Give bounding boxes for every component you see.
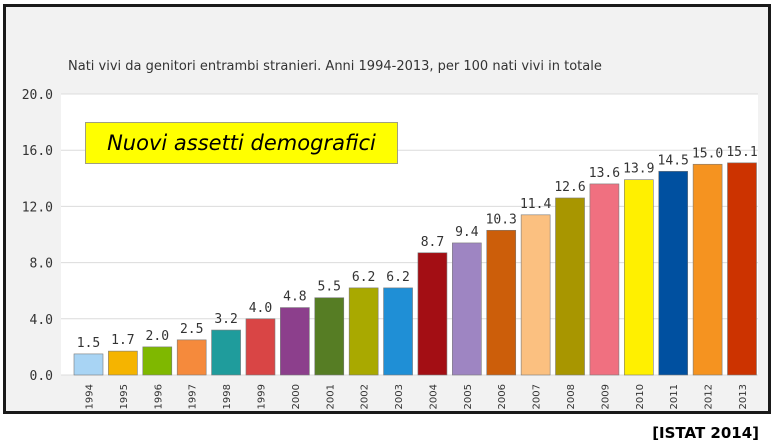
bar-value-label: 5.5 <box>318 280 341 295</box>
bar-value-label: 6.2 <box>386 270 409 285</box>
bar-value-label: 10.3 <box>486 212 517 227</box>
bar <box>176 339 207 376</box>
y-tick-label: 12.0 <box>22 200 53 215</box>
bar-value-label: 1.7 <box>111 333 134 348</box>
bar <box>280 307 310 376</box>
bar <box>314 297 345 376</box>
annotation-banner: Nuovi assetti demografici <box>85 122 398 164</box>
x-tick-label: 2011 <box>669 384 680 409</box>
x-tick-label: 2008 <box>566 384 577 409</box>
bar <box>142 346 173 376</box>
x-tick-label: 2013 <box>738 384 749 409</box>
x-tick-label: 1999 <box>256 384 267 409</box>
bar-value-label: 11.4 <box>520 197 551 212</box>
x-tick-label: 1998 <box>222 384 233 409</box>
bar <box>73 353 104 376</box>
bar-value-label: 14.5 <box>658 153 689 168</box>
bar-value-label: 15.1 <box>726 145 757 160</box>
x-tick-label: 2007 <box>532 384 543 409</box>
x-tick-label: 2002 <box>360 384 371 409</box>
bar <box>211 329 241 376</box>
bar <box>624 179 654 376</box>
bar <box>658 170 689 376</box>
bar-value-label: 13.9 <box>623 162 654 177</box>
bar <box>348 287 379 376</box>
y-tick-label: 20.0 <box>22 88 53 103</box>
bar <box>692 163 723 376</box>
bar <box>383 287 413 376</box>
bar <box>589 183 620 376</box>
x-tick-label: 1994 <box>85 384 96 409</box>
bar <box>555 197 585 376</box>
bar-value-label: 1.5 <box>77 336 100 351</box>
x-tick-label: 1996 <box>153 384 164 409</box>
bar <box>727 162 757 376</box>
x-tick-label: 2001 <box>325 384 336 409</box>
source-label: [ISTAT 2014] <box>652 424 759 442</box>
y-tick-label: 8.0 <box>30 257 53 272</box>
x-tick-label: 2012 <box>704 384 715 409</box>
x-tick-label: 2010 <box>635 384 646 409</box>
bar-value-label: 3.2 <box>214 312 237 327</box>
bar-value-label: 12.6 <box>554 180 585 195</box>
y-tick-label: 16.0 <box>22 144 53 159</box>
y-tick-label: 4.0 <box>30 313 53 328</box>
bar-value-label: 2.5 <box>180 322 203 337</box>
bar-value-label: 8.7 <box>421 235 444 250</box>
bar <box>245 318 276 376</box>
bar <box>520 214 551 376</box>
bar-value-label: 4.0 <box>249 301 272 316</box>
x-tick-label: 2009 <box>600 384 611 409</box>
x-tick-label: 2003 <box>394 384 405 409</box>
y-tick-label: 0.0 <box>30 369 53 384</box>
bar-value-label: 9.4 <box>455 225 479 240</box>
x-tick-label: 2000 <box>291 384 302 409</box>
bar-value-label: 4.8 <box>283 290 306 305</box>
bar-value-label: 15.0 <box>692 146 723 161</box>
x-tick-label: 1997 <box>188 384 199 409</box>
chart-frame: Nati vivi da genitori entrambi stranieri… <box>3 4 771 414</box>
bar-value-label: 13.6 <box>589 166 620 181</box>
x-tick-label: 2005 <box>463 384 474 409</box>
bar <box>108 350 138 376</box>
bar <box>452 242 482 376</box>
x-tick-label: 1995 <box>119 384 130 409</box>
bar-chart: Nati vivi da genitori entrambi stranieri… <box>22 59 758 409</box>
x-tick-label: 2004 <box>428 384 439 409</box>
x-tick-label: 2006 <box>497 384 508 409</box>
bar <box>417 252 448 376</box>
bar-value-label: 6.2 <box>352 270 375 285</box>
chart-title: Nati vivi da genitori entrambi stranieri… <box>68 59 602 74</box>
bar <box>486 229 517 376</box>
bar-value-label: 2.0 <box>146 329 169 344</box>
